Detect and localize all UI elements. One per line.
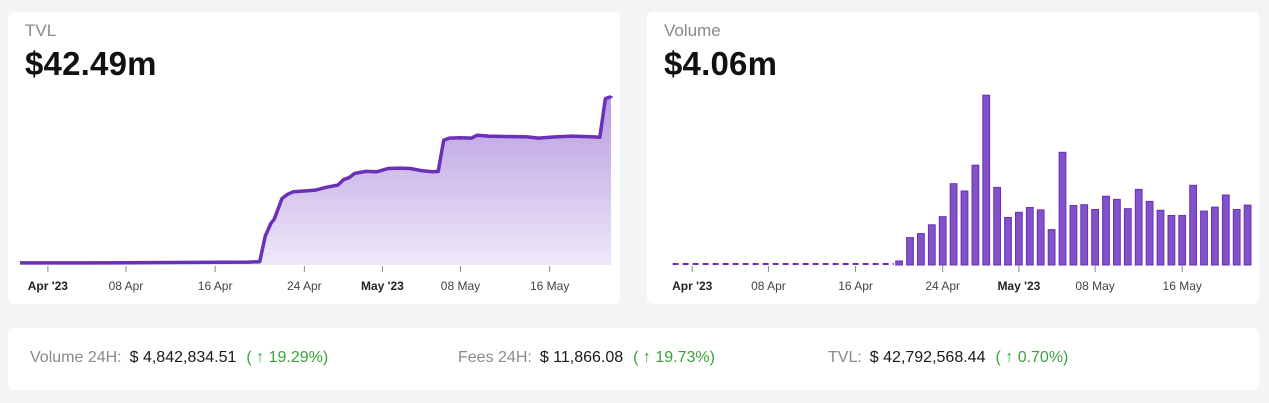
x-tick-label: Apr '23 [672,279,713,293]
stat-label: Volume 24H: [30,349,122,366]
stat-change: ( ↑ 0.70%) [995,349,1069,366]
volume-value: $4.06m [664,45,778,82]
volume-bar [1211,206,1219,266]
volume-bar [1025,207,1034,266]
stat-label: TVL: [828,349,862,366]
x-tick-label: 08 Apr [751,279,786,293]
x-tick-label: 08 Apr [109,279,144,293]
tvl-value: $42.49m [25,45,157,82]
x-tick-label: 16 May [1163,279,1202,293]
volume-bar [1178,215,1187,266]
volume-bar [1167,215,1176,266]
volume-card: Volume $4.06m Apr '23 08 Apr 16 Apr 24 Apr M… [647,12,1259,304]
volume-bar [917,233,925,266]
volume-bar [1080,204,1089,266]
volume-bar [1047,229,1056,266]
volume-bar [938,216,947,266]
volume-bar [1058,151,1067,266]
volume-bar-chart[interactable]: Apr '23 08 Apr 16 Apr 24 Apr May '23 08 May 16… [647,12,1259,304]
x-tick-label: May '23 [361,279,404,293]
x-tick-label: 24 Apr [925,279,960,293]
volume-bar [1091,209,1100,266]
stat-label: Fees 24H: [458,349,532,366]
volume-bar [1004,217,1012,266]
x-tick-label: May '23 [997,279,1040,293]
volume-bar [949,183,958,266]
volume-bar [1232,209,1241,266]
tvl-area-fill [20,96,611,265]
volume-bar [895,260,903,266]
stat-volume-24h: Volume 24H: $ 4,842,834.51 ( ↑ 19.29%) [30,349,328,367]
tvl-card: TVL $42.49m Apr '23 08 Apr 16 Apr 24 Apr May… [8,12,620,304]
x-tick-label: 08 May [441,279,480,293]
tvl-label: TVL [25,21,57,40]
volume-bar [1102,195,1110,266]
volume-bar [993,186,1002,266]
stat-value: $ 4,842,834.51 [129,349,237,366]
x-tick-label: 16 Apr [838,279,873,293]
x-tick-label: Apr '23 [28,279,69,293]
volume-bar [1189,184,1198,266]
x-tick-label: 16 Apr [198,279,233,293]
volume-bar [971,164,980,266]
volume-bar [906,237,914,266]
volume-bar [1156,209,1165,266]
x-tick-label: 24 Apr [287,279,322,293]
volume-bar [982,94,991,266]
volume-bar [1243,204,1252,266]
stat-tvl: TVL: $ 42,792,568.44 ( ↑ 0.70%) [828,349,1068,367]
volume-bar [1221,194,1230,266]
volume-bar [927,224,936,266]
volume-bar [1069,205,1078,266]
stat-fees-24h: Fees 24H: $ 11,866.08 ( ↑ 19.73%) [458,349,715,367]
volume-bar [960,190,969,266]
stat-value: $ 42,792,568.44 [869,349,986,366]
volume-label: Volume [664,21,721,40]
tvl-line [20,94,613,265]
volume-bar [1200,210,1208,266]
volume-bar [1123,208,1132,266]
volume-bar [1134,188,1143,266]
x-tick-label: 16 May [530,279,569,293]
volume-bar [1036,209,1045,266]
stat-value: $ 11,866.08 [539,349,624,366]
volume-bar [1113,198,1121,266]
stats-bar: Volume 24H: $ 4,842,834.51 ( ↑ 19.29%) Fee… [8,328,1259,390]
x-tick-label: 08 May [1075,279,1114,293]
volume-bar [1015,211,1023,266]
stat-change: ( ↑ 19.29%) [246,349,329,366]
volume-bar [1145,200,1154,266]
stat-change: ( ↑ 19.73%) [633,349,715,366]
tvl-area-chart[interactable]: Apr '23 08 Apr 16 Apr 24 Apr May '23 08 May 16… [8,12,620,304]
